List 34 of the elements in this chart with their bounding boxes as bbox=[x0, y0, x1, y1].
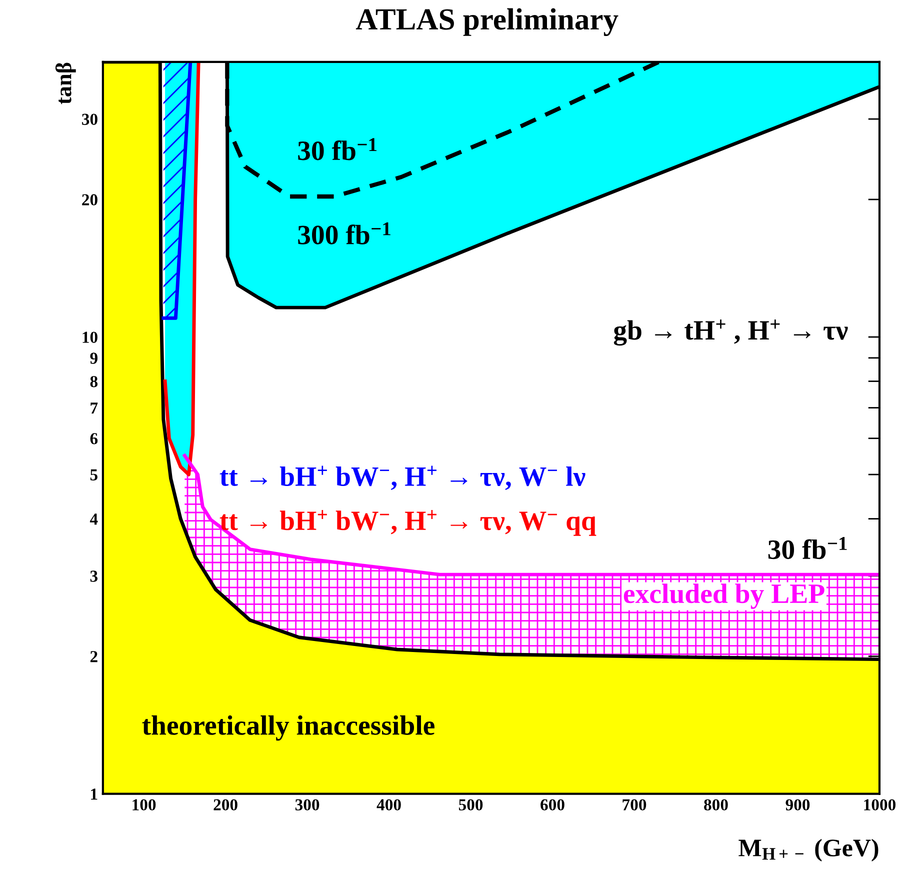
text: tt → bH$^{+}$ bW$^{−}$, H$^{+}$ → τν, W$^{−}$ lν bbox=[220, 466, 586, 490]
x-tick-label: 1000 bbox=[864, 799, 896, 810]
x-tick-label: 900 bbox=[786, 799, 810, 810]
x-axis-title: M$_{H+−}$ (GeV) bbox=[738, 838, 878, 862]
y-tick-label: 20 bbox=[82, 194, 98, 206]
y-tick-label: 7 bbox=[90, 402, 98, 414]
y-tick-label: 8 bbox=[90, 376, 98, 388]
line-series bbox=[182, 454, 880, 576]
annotation: 30 fb$^{−1}$ bbox=[768, 537, 847, 560]
annotation: gb → tH$^{+}$ , H$^{+}$ → τν bbox=[614, 320, 848, 346]
y-tick-label: 4 bbox=[90, 514, 98, 525]
x-tick-label: 300 bbox=[295, 799, 320, 810]
x-tick-label: 400 bbox=[376, 799, 401, 810]
y-tick-label: 1 bbox=[91, 788, 98, 800]
x-tick-label: 600 bbox=[540, 799, 564, 810]
x-tick-label: 200 bbox=[214, 799, 238, 810]
x-tick-label: 800 bbox=[704, 799, 728, 810]
y-tick-label: 9 bbox=[90, 352, 98, 364]
y-tick-label: 6 bbox=[90, 433, 98, 444]
y-tick-label: 10 bbox=[82, 332, 98, 343]
series-label: excluded by LEP bbox=[624, 584, 824, 609]
chart-title: ATLAS preliminary bbox=[356, 8, 618, 36]
x-tick-label: 700 bbox=[622, 799, 646, 810]
y-tick-label: 30 bbox=[82, 114, 98, 125]
series-label: theoretically inaccessible bbox=[142, 715, 434, 741]
y-tick-label: 3 bbox=[90, 570, 98, 582]
y-tick-label: 2 bbox=[90, 651, 98, 662]
series-label: 30 fb$^{−1}$ bbox=[298, 138, 377, 160]
text: tt → bH$^{+}$ bW$^{−}$, H$^{+}$ → τν, W$^{−}$ qq bbox=[220, 510, 596, 536]
series-label: 300 fb$^{−1}$ bbox=[298, 222, 390, 244]
y-axis-title: tanβ bbox=[55, 62, 76, 104]
x-tick-label: 100 bbox=[132, 799, 156, 810]
x-tick-label: 500 bbox=[458, 799, 483, 810]
y-tick-label: 5 bbox=[90, 469, 98, 480]
